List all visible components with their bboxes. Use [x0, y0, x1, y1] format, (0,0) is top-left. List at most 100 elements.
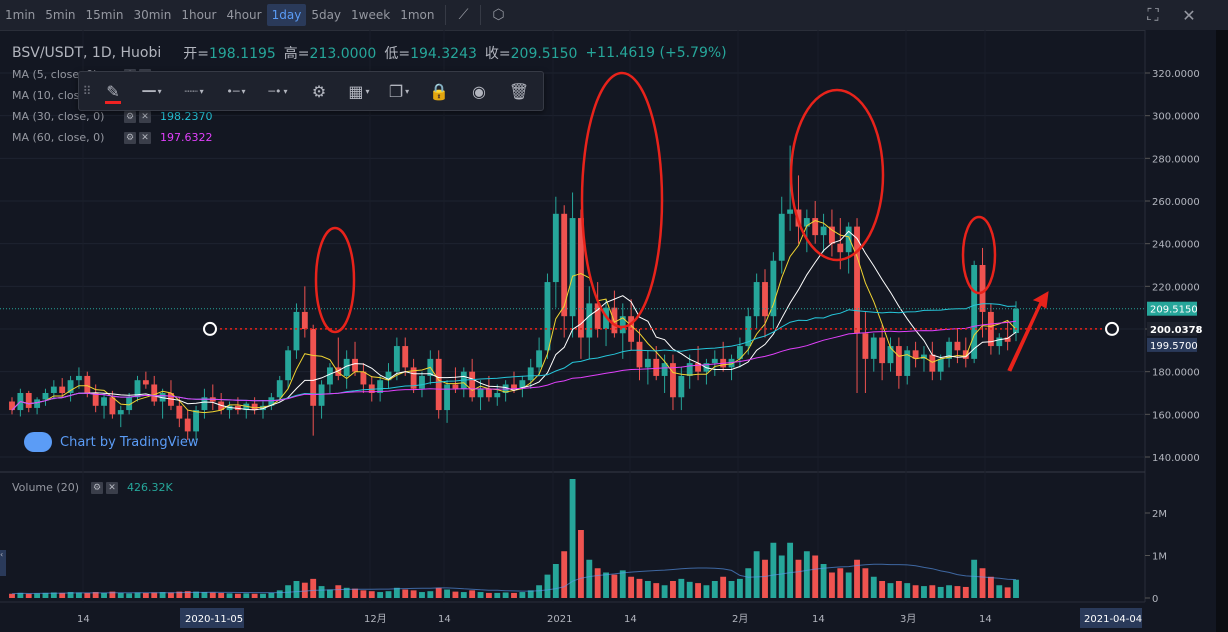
interval-15min[interactable]: 15min	[85, 8, 124, 22]
interval-5day[interactable]: 5day	[311, 8, 342, 22]
hexagon-gear-icon[interactable]: ⬡	[492, 7, 505, 23]
candle-body	[929, 354, 936, 372]
candle-body	[569, 218, 576, 317]
candle-body	[904, 350, 911, 376]
time-tick-label: 14	[77, 614, 90, 625]
volume-bar	[544, 574, 551, 598]
interval-1week[interactable]: 1week	[351, 8, 391, 22]
ma-close-icon[interactable]: ✕	[139, 131, 151, 144]
volume-bar	[736, 578, 743, 598]
volume-bar	[527, 590, 534, 598]
candle-body	[695, 363, 701, 372]
trash-icon[interactable]: 🗑	[508, 81, 530, 101]
gear-icon[interactable]: ⚙	[311, 81, 327, 101]
layers-icon[interactable]: ▦ ▾	[348, 81, 370, 101]
chart-canvas[interactable]: 140.0000160.0000180.0000200.0000220.0000…	[0, 30, 1216, 632]
copy-icon[interactable]: ❐ ▾	[388, 81, 410, 101]
volume-bar	[670, 581, 676, 598]
interval-30min[interactable]: 30min	[133, 8, 172, 22]
eye-icon[interactable]: ◉	[472, 81, 486, 101]
candle-body	[686, 363, 693, 376]
volume-bar	[812, 555, 819, 598]
volume-bar	[678, 578, 685, 598]
volume-bar	[134, 592, 141, 598]
volume-close-icon[interactable]: ✕	[106, 481, 118, 494]
candle-body	[527, 367, 534, 381]
pencil-icon[interactable]: ✎	[95, 72, 131, 110]
ma-value: 197.6322	[160, 131, 213, 144]
ma-label: MA (30, close, 0)	[12, 110, 105, 123]
horizontal-line-label: 200.0378	[1150, 325, 1203, 336]
volume-bar	[644, 581, 651, 598]
volume-bar	[301, 582, 308, 598]
candle-body	[552, 213, 559, 283]
dot-line-icon[interactable]: •─ ▾	[226, 84, 246, 98]
volume-bar	[460, 592, 467, 598]
interval-1hour[interactable]: 1hour	[181, 8, 217, 22]
volume-bar	[552, 564, 559, 598]
volume-bar	[34, 593, 41, 598]
volume-bar	[393, 587, 400, 598]
line-style-icon[interactable]: ━━ ▾	[142, 84, 162, 98]
symbol-label: BSV/USDT, 1D, Huobi	[12, 45, 162, 61]
candle-body	[561, 213, 568, 317]
candle-body	[201, 397, 208, 411]
candle-body	[352, 358, 358, 372]
candle-body	[979, 265, 986, 312]
candle-chart-icon[interactable]: ⟋	[458, 7, 469, 23]
candle-body	[544, 282, 551, 351]
interval-5min[interactable]: 5min	[45, 8, 76, 22]
candle-body	[845, 226, 852, 253]
volume-bar	[711, 581, 718, 598]
volume-bar	[929, 585, 936, 598]
volume-bar	[9, 593, 15, 598]
interval-4hour[interactable]: 4hour	[226, 8, 262, 22]
candle-body	[293, 311, 300, 351]
ma-settings-icon[interactable]: ⚙	[124, 131, 136, 144]
ma-close-icon[interactable]: ✕	[139, 110, 151, 123]
price-tick-label: 140.0000	[1152, 453, 1200, 464]
candle-body	[444, 384, 450, 411]
volume-settings-icon[interactable]: ⚙	[91, 481, 103, 494]
candle-body	[117, 410, 124, 415]
right-date-tag	[1080, 608, 1142, 628]
candle-body	[469, 371, 476, 398]
expand-icon[interactable]: ⛶	[1147, 5, 1159, 24]
candle-body	[327, 367, 333, 385]
collapse-tab-icon[interactable]: ‹	[0, 550, 6, 576]
volume-bar	[109, 591, 116, 598]
volume-bar	[260, 593, 266, 598]
candle-body	[887, 346, 894, 364]
volume-bar	[243, 593, 250, 598]
interval-1min[interactable]: 1min	[5, 8, 36, 22]
candle-body	[736, 346, 743, 359]
interval-1day[interactable]: 1day	[266, 4, 307, 26]
arrow-line-icon[interactable]: ─• ▾	[268, 84, 288, 98]
ma-settings-icon[interactable]: ⚙	[124, 110, 136, 123]
volume-tick-label: 0	[1152, 594, 1158, 605]
dotted-line-icon[interactable]: ┈┈ ▾	[184, 84, 204, 98]
current-price-label: 209.5150	[1150, 305, 1198, 316]
volume-tick-label: 2M	[1152, 509, 1167, 520]
volume-bar	[561, 551, 568, 598]
candle-body	[762, 282, 768, 317]
tradingview-watermark[interactable]: Chart by TradingView	[24, 432, 198, 452]
candle-body	[803, 218, 810, 227]
tradingview-cloud-icon	[24, 432, 52, 452]
volume-bar	[979, 568, 986, 598]
candle-body	[996, 337, 1003, 347]
volume-bar	[343, 587, 350, 598]
lock-icon[interactable]: 🔒	[429, 81, 449, 101]
candle-body	[301, 311, 308, 329]
close-value: 收=209.5150	[484, 46, 578, 62]
candle-body	[377, 380, 384, 393]
candle-body	[176, 405, 183, 419]
close-icon[interactable]: ✕	[1182, 5, 1196, 25]
candle-body	[410, 367, 417, 389]
candle-body	[76, 375, 82, 381]
grip-handle-icon[interactable]: ⠿	[82, 84, 92, 98]
horizontal-line-tag	[1147, 321, 1197, 336]
volume-bar	[745, 568, 752, 598]
volume-bar	[703, 585, 710, 598]
interval-1mon[interactable]: 1mon	[400, 8, 435, 22]
